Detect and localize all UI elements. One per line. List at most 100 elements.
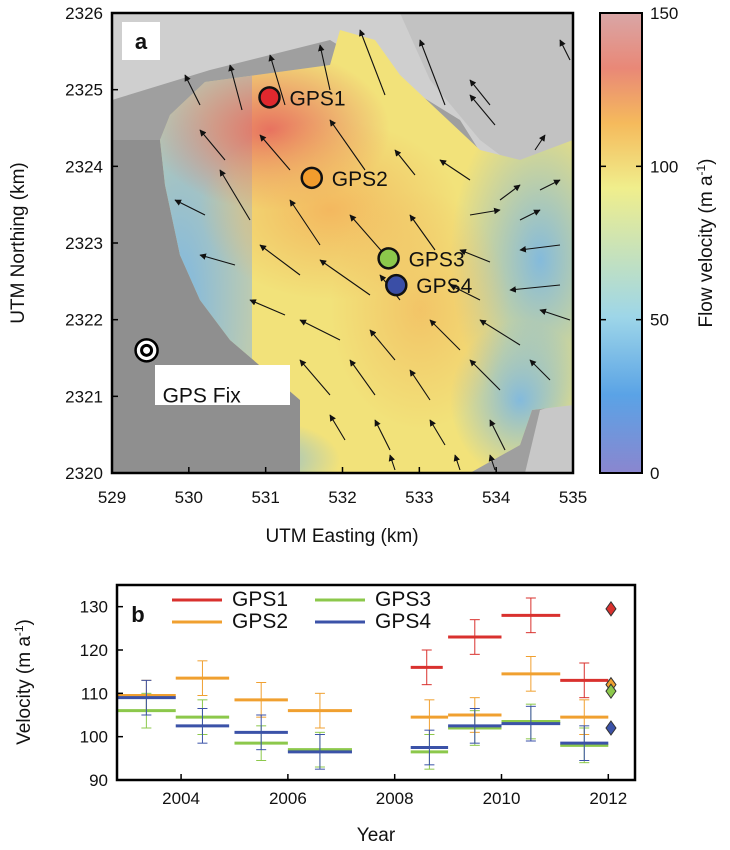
map-x-tick-label: 532 <box>328 488 356 507</box>
flow-arrow <box>199 129 226 161</box>
flow-arrow <box>184 74 201 106</box>
flow-arrow <box>469 207 501 216</box>
flow-arrow <box>453 454 461 471</box>
snow-field-northeast <box>400 13 573 170</box>
timeseries-x-tick-label: 2010 <box>483 789 521 808</box>
flow-arrow <box>259 244 301 276</box>
flow-arrow <box>539 308 571 321</box>
gps-marker-gps4 <box>385 273 408 297</box>
map-x-tick-label: 530 <box>175 488 203 507</box>
flow-arrow <box>419 39 446 106</box>
flow-arrow <box>394 149 416 176</box>
map-x-axis-label: UTM Easting (km) <box>265 526 418 547</box>
flow-arrow <box>519 209 541 221</box>
colorbar-tick-label: 50 <box>650 311 669 330</box>
rock-terrain-southeast <box>525 400 573 473</box>
map-y-ticks: 2320 2321 2322 2323 2324 2325 2326 <box>65 4 118 483</box>
flow-arrow <box>268 54 286 106</box>
flow-arrow <box>429 419 446 446</box>
flow-arrow <box>479 319 521 346</box>
panel-label-a: a <box>135 29 148 54</box>
flow-arrow <box>259 134 291 171</box>
map-x-tick-label: 529 <box>98 488 126 507</box>
timeseries-x-tick-label: 2006 <box>269 789 307 808</box>
gps-fix-label: GPS Fix <box>163 384 242 407</box>
gps-marker-gps3 <box>377 247 400 270</box>
timeseries-y-tick-label: 110 <box>81 684 108 703</box>
flow-arrow <box>299 319 341 341</box>
velocity-map-figure: a GPS1 GPS2 GPS3 GPS4 GPS Fix 529 530 531 532 53… <box>8 4 717 547</box>
flow-arrow <box>349 359 376 396</box>
flow-arrow <box>499 184 521 201</box>
flow-arrow <box>319 259 371 296</box>
timeseries-y-tick-label: 130 <box>80 598 108 617</box>
legend-label-gps1: GPS1 <box>232 588 288 611</box>
flow-arrow <box>299 359 331 396</box>
timeseries-y-ticks: 90 100 110 120 130 <box>80 598 123 790</box>
flow-arrow <box>509 284 561 293</box>
flow-arrow <box>374 419 391 451</box>
gps-label-gps4: GPS4 <box>416 275 472 298</box>
gps-marker-gps1 <box>258 86 281 109</box>
latest-velocity-diamond-gps3 <box>605 683 617 700</box>
map-x-tick-label: 531 <box>251 488 279 507</box>
gps-fix-marker-inner <box>140 343 154 357</box>
flow-arrow <box>469 79 491 106</box>
map-x-tick-label: 535 <box>559 488 587 507</box>
flow-arrow <box>488 454 496 471</box>
flow-arrow <box>199 253 236 266</box>
timeseries-y-axis-label: Velocity (m a-1) <box>12 619 35 745</box>
gps-markers: GPS1 GPS2 GPS3 GPS4 GPS Fix <box>134 86 473 407</box>
gps-label-gps3: GPS3 <box>409 248 465 271</box>
flow-arrow <box>174 199 206 216</box>
map-y-tick-label: 2321 <box>65 387 103 406</box>
gps-marker-gps2 <box>300 166 324 190</box>
flow-arrow <box>388 454 396 471</box>
colorbar-tick-label: 100 <box>650 157 678 176</box>
flow-arrow <box>519 244 561 253</box>
flow-arrow <box>228 64 243 111</box>
map-y-tick-label: 2323 <box>65 234 103 253</box>
flow-arrow <box>359 29 386 96</box>
timeseries-y-tick-label: 100 <box>80 728 108 747</box>
flow-arrow <box>409 214 436 251</box>
flow-arrow <box>318 44 331 91</box>
panel-label-b: b <box>131 602 144 627</box>
legend-label-gps3: GPS3 <box>375 588 431 611</box>
map-y-tick-label: 2322 <box>65 311 103 330</box>
timeseries-x-tick-label: 2004 <box>162 789 200 808</box>
legend-label-gps4: GPS4 <box>375 610 431 633</box>
flow-arrow <box>249 299 286 316</box>
timeseries-x-tick-label: 2008 <box>376 789 414 808</box>
gps-label-gps2: GPS2 <box>332 168 388 191</box>
map-x-tick-label: 534 <box>482 488 510 507</box>
colorbar-ticks: 0 50 100 150 <box>600 4 678 483</box>
flow-arrow <box>539 179 561 191</box>
flow-arrow <box>534 134 546 151</box>
flow-arrow <box>459 249 491 263</box>
velocity-timeseries-figure: 2004 2006 2008 2010 2012 90 100 110 120 130 GPS1… <box>12 583 637 846</box>
map-y-tick-label: 2326 <box>65 4 103 23</box>
colorbar-label: Flow velocity (m a-1) <box>694 158 717 327</box>
latest-velocity-diamond-gps4 <box>605 720 617 736</box>
flow-arrow <box>219 169 251 221</box>
latest-velocity-diamond-gps1 <box>605 600 617 617</box>
flow-arrow <box>449 284 481 301</box>
flow-arrow <box>469 359 501 391</box>
flow-arrow <box>409 369 431 401</box>
flow-arrow <box>559 39 571 61</box>
legend-label-gps2: GPS2 <box>232 610 288 633</box>
map-x-tick-label: 533 <box>405 488 433 507</box>
panel-label-box-a <box>122 22 160 60</box>
timeseries-x-axis-label: Year <box>357 825 396 846</box>
colorbar-tick-label: 0 <box>650 464 659 483</box>
gps-label-gps1: GPS1 <box>290 87 346 110</box>
timeseries-frame <box>115 583 637 782</box>
flow-arrow <box>429 319 461 351</box>
colorbar <box>599 12 643 474</box>
flow-arrow <box>329 119 366 171</box>
colorbar-tick-label: 150 <box>650 4 678 23</box>
flow-arrow <box>369 329 396 361</box>
flow-arrow <box>469 94 496 126</box>
